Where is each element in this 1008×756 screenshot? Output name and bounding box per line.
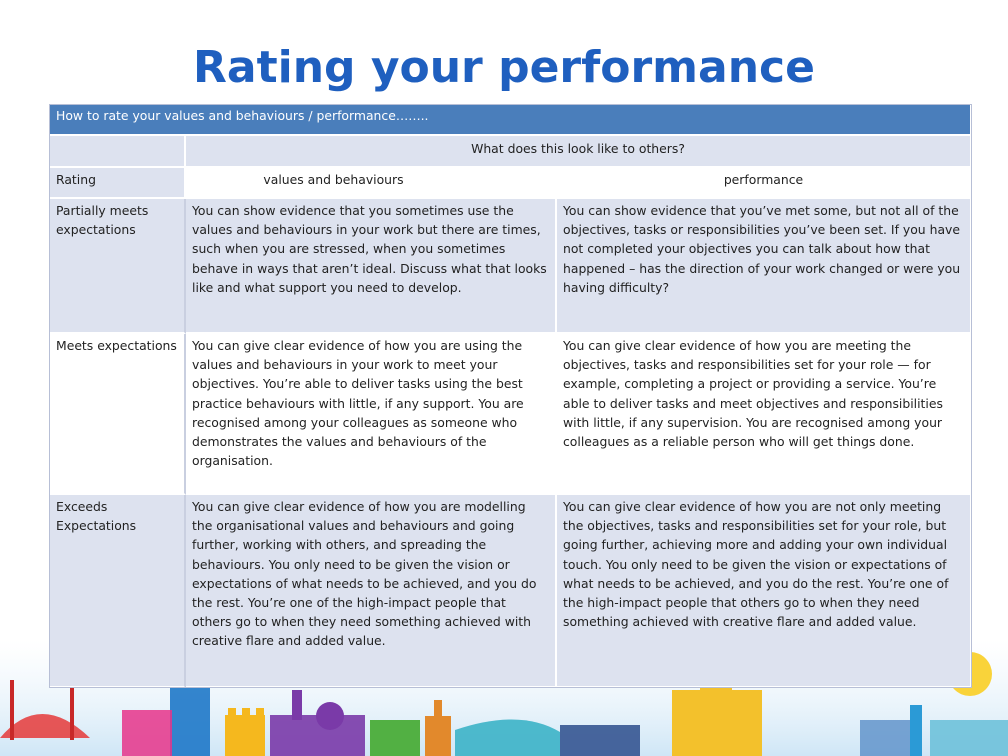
group-header-spacer xyxy=(50,136,186,168)
values-cell: You can give clear evidence of how you a… xyxy=(186,334,557,495)
values-cell: You can show evidence that you sometimes… xyxy=(186,199,557,334)
rating-label: Meets expectations xyxy=(50,334,186,495)
column-header-performance: performance xyxy=(557,168,972,199)
performance-cell: You can give clear evidence of how you a… xyxy=(557,495,972,688)
rating-table: How to rate your values and behaviours /… xyxy=(50,105,972,688)
group-header: What does this look like to others? xyxy=(186,136,972,168)
column-header-values: values and behaviours xyxy=(186,168,557,199)
column-header-rating: Rating xyxy=(50,168,186,199)
page-title: Rating your performance xyxy=(193,42,815,93)
values-cell: You can give clear evidence of how you a… xyxy=(186,495,557,688)
rating-label: Partially meets expectations xyxy=(50,199,186,334)
performance-cell: You can show evidence that you’ve met so… xyxy=(557,199,972,334)
table-header: How to rate your values and behaviours /… xyxy=(50,105,972,136)
performance-cell: You can give clear evidence of how you a… xyxy=(557,334,972,495)
rating-label: Exceeds Expectations xyxy=(50,495,186,688)
